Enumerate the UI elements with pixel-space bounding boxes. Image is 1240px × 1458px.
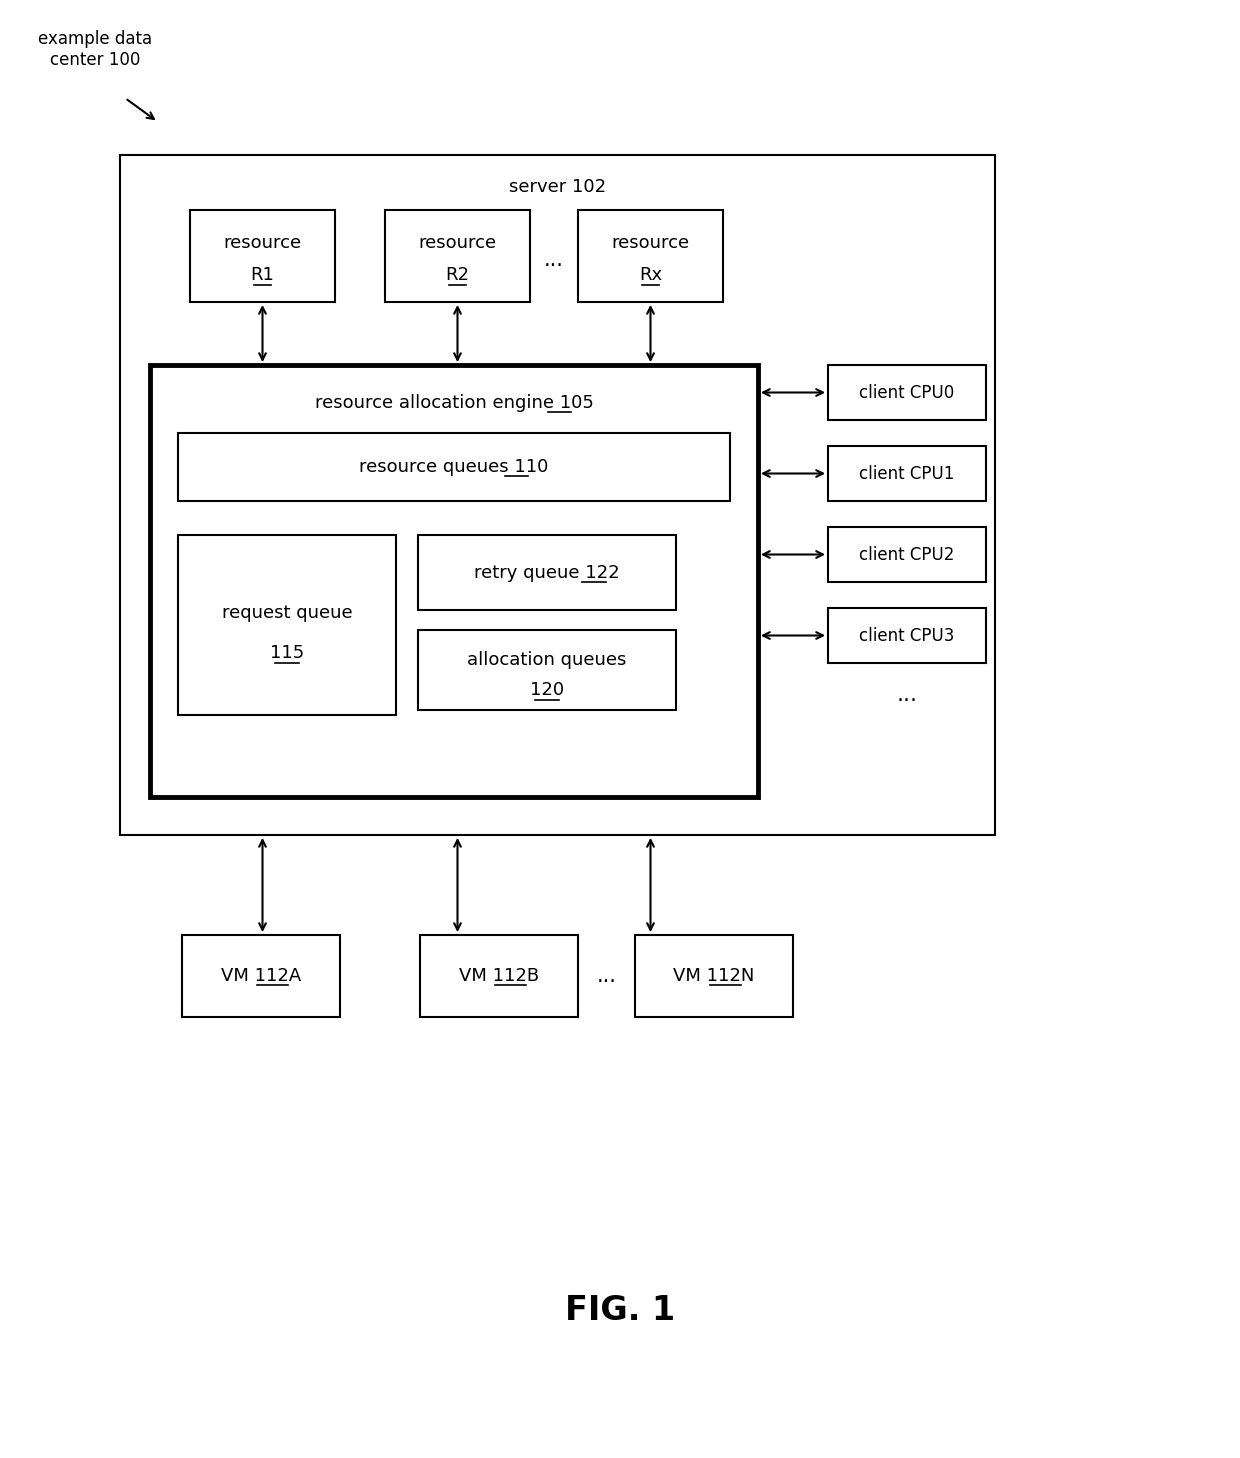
Bar [418,535,676,609]
Bar [179,433,730,502]
Text: retry queue 122: retry queue 122 [474,563,620,582]
Text: example data
center 100: example data center 100 [38,31,153,69]
Bar [179,535,396,714]
Text: client CPU3: client CPU3 [859,627,955,644]
Text: R2: R2 [445,265,470,284]
Bar [578,210,723,302]
Bar [384,210,529,302]
Text: R1: R1 [250,265,274,284]
Text: client CPU0: client CPU0 [859,383,955,401]
Text: allocation queues: allocation queues [467,652,626,669]
Text: VM 112B: VM 112B [459,967,539,986]
Bar [190,210,335,302]
Bar [182,935,340,1018]
Text: resource queues 110: resource queues 110 [360,458,548,475]
Text: VM 112A: VM 112A [221,967,301,986]
Text: 115: 115 [270,644,304,662]
Bar [150,364,758,798]
Text: Rx: Rx [639,265,662,284]
Bar [420,935,578,1018]
Text: resource: resource [418,233,496,252]
Text: resource allocation engine 105: resource allocation engine 105 [315,394,594,413]
Text: ...: ... [897,685,918,706]
Text: request queue: request queue [222,604,352,623]
Text: VM 112N: VM 112N [673,967,755,986]
Text: ...: ... [544,249,564,270]
Bar [120,155,994,835]
Text: resource: resource [223,233,301,252]
Bar [828,446,986,502]
Bar [635,935,794,1018]
Text: client CPU2: client CPU2 [859,545,955,563]
Bar [418,630,676,710]
Text: server 102: server 102 [508,178,606,195]
Bar [828,608,986,663]
Text: FIG. 1: FIG. 1 [565,1293,675,1327]
Text: resource: resource [611,233,689,252]
Bar [828,526,986,582]
Bar [828,364,986,420]
Text: ...: ... [596,967,616,986]
Text: client CPU1: client CPU1 [859,465,955,483]
Text: 120: 120 [529,681,564,698]
